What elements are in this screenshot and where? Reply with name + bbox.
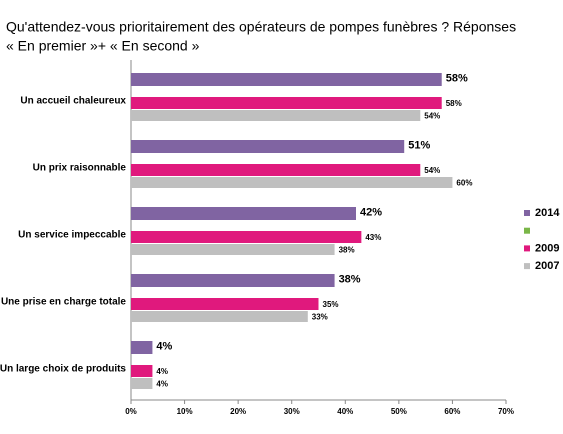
category-label: Un large choix de produits <box>0 364 126 375</box>
x-tick-label: 30% <box>284 407 300 416</box>
value-label: 54% <box>424 112 440 121</box>
bar <box>131 365 153 377</box>
bar <box>131 110 421 121</box>
value-label: 4% <box>156 367 168 376</box>
value-label: 38% <box>339 246 355 255</box>
value-label: 4% <box>156 380 168 389</box>
x-tick-label: 40% <box>337 407 353 416</box>
bar <box>131 378 153 389</box>
value-label: 4% <box>156 340 172 352</box>
x-tick-label: 60% <box>444 407 460 416</box>
category-label: Une prise en charge totale <box>1 297 126 308</box>
x-tick-label: 70% <box>498 407 514 416</box>
value-label: 43% <box>365 233 381 242</box>
legend-swatch <box>524 210 530 216</box>
value-label: 42% <box>360 206 382 218</box>
legend-swatch <box>524 227 530 234</box>
bar <box>131 140 405 153</box>
bar <box>131 341 153 354</box>
value-label: 33% <box>312 313 328 322</box>
bar <box>131 177 453 188</box>
legend-swatch <box>524 263 530 270</box>
bar <box>131 244 335 255</box>
bar <box>131 207 356 220</box>
x-tick-label: 50% <box>391 407 407 416</box>
bar <box>131 73 442 86</box>
value-label: 58% <box>446 99 462 108</box>
bar <box>131 311 308 322</box>
legend-label: 2014 <box>535 207 560 219</box>
chart-subtitle: « En premier »+ « En second » <box>6 38 200 54</box>
category-label: Un accueil chaleureux <box>20 96 126 107</box>
bar <box>131 298 319 310</box>
bar <box>131 164 421 176</box>
category-label: Un prix raisonnable <box>33 163 127 174</box>
value-label: 60% <box>456 179 472 188</box>
bar <box>131 231 362 243</box>
value-label: 58% <box>446 72 468 84</box>
x-tick-label: 0% <box>125 407 137 416</box>
legend-swatch <box>524 245 530 252</box>
value-label: 51% <box>408 139 430 151</box>
bar <box>131 274 335 287</box>
bar <box>131 97 442 109</box>
x-tick-label: 10% <box>177 407 193 416</box>
legend-label: 2009 <box>535 242 559 254</box>
value-label: 35% <box>323 300 339 309</box>
x-tick-label: 20% <box>230 407 246 416</box>
category-label: Un service impeccable <box>18 230 126 241</box>
value-label: 54% <box>424 166 440 175</box>
chart-title: Qu'attendez-vous prioritairement des opé… <box>6 19 516 35</box>
value-label: 38% <box>339 273 361 285</box>
legend-label: 2007 <box>535 260 559 272</box>
